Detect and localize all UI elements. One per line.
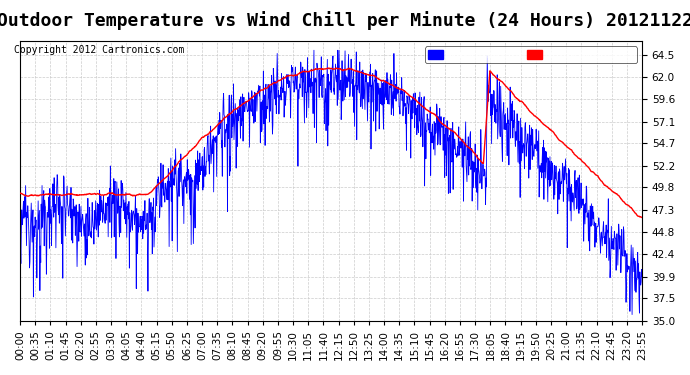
Legend: Wind Chill (°F), Temperature (°F): Wind Chill (°F), Temperature (°F) (424, 46, 637, 63)
Text: Copyright 2012 Cartronics.com: Copyright 2012 Cartronics.com (14, 45, 184, 55)
Text: Outdoor Temperature vs Wind Chill per Minute (24 Hours) 20121122: Outdoor Temperature vs Wind Chill per Mi… (0, 11, 690, 30)
